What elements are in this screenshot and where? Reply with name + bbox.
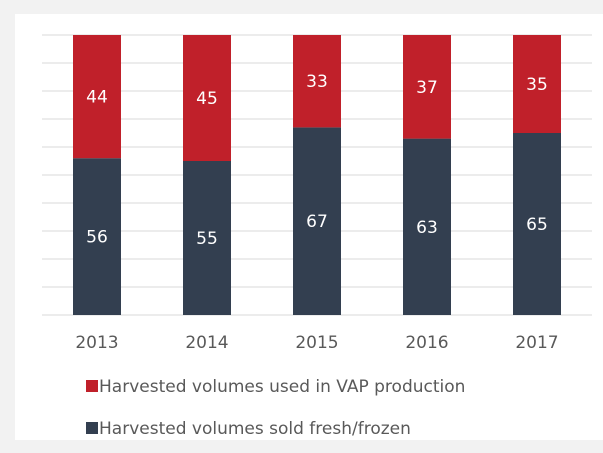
data-label: 63 bbox=[416, 218, 438, 238]
data-label: 33 bbox=[306, 72, 328, 92]
legend-label: Harvested volumes used in VAP production bbox=[99, 377, 465, 397]
bar-segment bbox=[73, 35, 121, 159]
bar-segment bbox=[293, 35, 341, 128]
bar-segment bbox=[183, 161, 231, 315]
bar-segment bbox=[183, 35, 231, 161]
bar-segment bbox=[73, 158, 121, 315]
x-tick-label: 2017 bbox=[515, 333, 558, 353]
x-tick-label: 2014 bbox=[185, 333, 228, 353]
legend-swatch bbox=[86, 380, 98, 392]
data-label: 37 bbox=[416, 78, 438, 98]
data-label: 35 bbox=[526, 75, 548, 95]
bar-segment bbox=[403, 35, 451, 139]
x-tick-label: 2016 bbox=[405, 333, 448, 353]
legend-label: Harvested volumes sold fresh/frozen bbox=[99, 419, 411, 439]
data-label: 44 bbox=[86, 88, 108, 108]
legend-swatch bbox=[86, 422, 98, 434]
bar-segment bbox=[513, 35, 561, 133]
bar-segment bbox=[293, 127, 341, 316]
data-label: 55 bbox=[196, 229, 218, 249]
bar-segment bbox=[513, 133, 561, 315]
data-label: 65 bbox=[526, 215, 548, 235]
bar-segment bbox=[403, 138, 451, 315]
x-tick-label: 2013 bbox=[75, 333, 118, 353]
x-tick-label: 2015 bbox=[295, 333, 338, 353]
data-label: 45 bbox=[196, 89, 218, 109]
data-label: 56 bbox=[86, 228, 108, 248]
data-label: 67 bbox=[306, 212, 328, 232]
